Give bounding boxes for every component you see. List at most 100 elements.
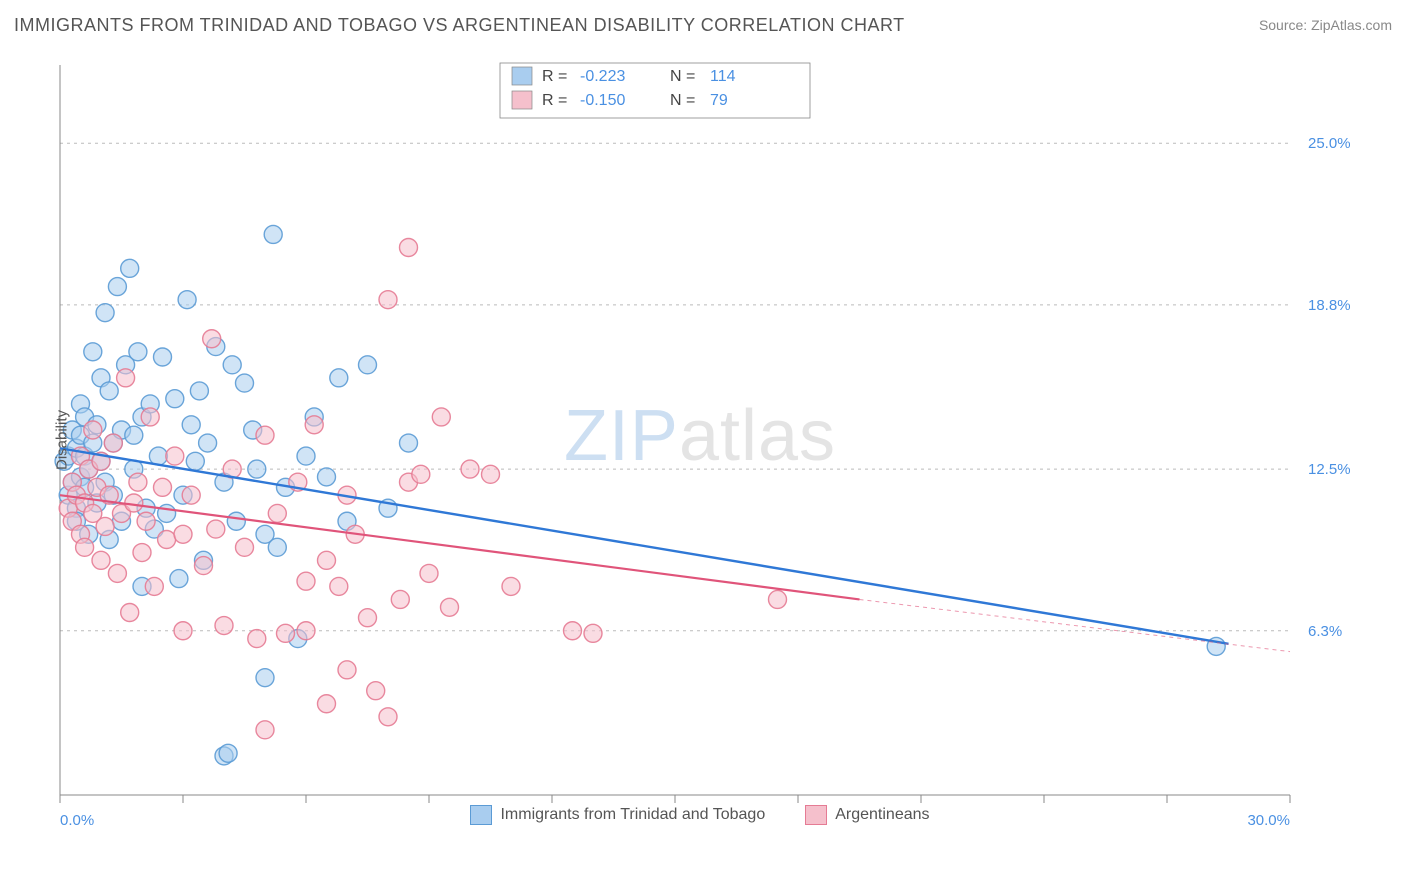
data-point	[432, 408, 450, 426]
data-point	[207, 520, 225, 538]
trend-line-dash	[860, 599, 1291, 651]
bottom-legend: Immigrants from Trinidad and Tobago Argen…	[50, 805, 1350, 825]
data-point	[84, 343, 102, 361]
legend-label: Argentineans	[835, 806, 929, 823]
y-tick-label: 12.5%	[1308, 461, 1350, 478]
data-point	[154, 478, 172, 496]
data-point	[268, 504, 286, 522]
legend-item: Immigrants from Trinidad and Tobago	[470, 805, 765, 825]
data-point	[412, 465, 430, 483]
data-point	[297, 622, 315, 640]
data-point	[199, 434, 217, 452]
data-point	[769, 590, 787, 608]
data-point	[154, 348, 172, 366]
legend-label: Immigrants from Trinidad and Tobago	[500, 806, 765, 823]
data-point	[330, 369, 348, 387]
legend-item: Argentineans	[805, 805, 929, 825]
legend-r-label: R =	[542, 92, 567, 109]
data-point	[121, 259, 139, 277]
legend-swatch	[805, 805, 827, 825]
data-point	[223, 356, 241, 374]
data-point	[248, 460, 266, 478]
data-point	[367, 682, 385, 700]
data-point	[186, 452, 204, 470]
data-point	[379, 291, 397, 309]
legend-r-value: -0.150	[580, 92, 625, 109]
data-point	[318, 695, 336, 713]
data-point	[318, 551, 336, 569]
data-point	[166, 447, 184, 465]
legend-swatch	[512, 67, 532, 85]
legend-n-value: 79	[710, 92, 728, 109]
data-point	[256, 721, 274, 739]
plot-container: Disability ZIPatlas 6.3%12.5%18.8%25.0%0…	[50, 55, 1350, 825]
data-point	[178, 291, 196, 309]
y-axis-label: Disability	[54, 410, 71, 470]
data-point	[100, 382, 118, 400]
legend-r-value: -0.223	[580, 68, 625, 85]
data-point	[121, 604, 139, 622]
legend-r-label: R =	[542, 68, 567, 85]
data-point	[117, 369, 135, 387]
data-point	[420, 564, 438, 582]
data-point	[256, 426, 274, 444]
data-point	[96, 304, 114, 322]
data-point	[174, 622, 192, 640]
data-point	[227, 512, 245, 530]
scatter-chart: 6.3%12.5%18.8%25.0%0.0%30.0%R =-0.223N =…	[50, 55, 1350, 825]
series	[55, 225, 1225, 764]
data-point	[400, 434, 418, 452]
legend-swatch	[512, 91, 532, 109]
data-point	[359, 609, 377, 627]
data-point	[133, 544, 151, 562]
data-point	[108, 564, 126, 582]
y-tick-label: 25.0%	[1308, 135, 1350, 152]
data-point	[195, 557, 213, 575]
chart-title: IMMIGRANTS FROM TRINIDAD AND TOBAGO VS A…	[14, 15, 905, 36]
data-point	[297, 572, 315, 590]
data-point	[149, 447, 167, 465]
data-point	[108, 278, 126, 296]
data-point	[76, 538, 94, 556]
legend-n-label: N =	[670, 68, 695, 85]
data-point	[92, 551, 110, 569]
source-label: Source: ZipAtlas.com	[1259, 17, 1392, 33]
data-point	[182, 416, 200, 434]
data-point	[256, 669, 274, 687]
data-point	[482, 465, 500, 483]
data-point	[141, 408, 159, 426]
data-point	[174, 525, 192, 543]
data-point	[277, 624, 295, 642]
data-point	[104, 434, 122, 452]
data-point	[391, 590, 409, 608]
data-point	[158, 504, 176, 522]
title-bar: IMMIGRANTS FROM TRINIDAD AND TOBAGO VS A…	[0, 0, 1406, 40]
data-point	[236, 538, 254, 556]
data-point	[182, 486, 200, 504]
data-point	[203, 330, 221, 348]
data-point	[166, 390, 184, 408]
data-point	[584, 624, 602, 642]
source-name: ZipAtlas.com	[1311, 17, 1392, 33]
data-point	[219, 744, 237, 762]
data-point	[297, 447, 315, 465]
data-point	[84, 421, 102, 439]
y-tick-label: 18.8%	[1308, 297, 1350, 314]
data-point	[129, 343, 147, 361]
data-point	[145, 577, 163, 595]
data-point	[400, 239, 418, 257]
data-point	[338, 661, 356, 679]
data-point	[330, 577, 348, 595]
data-point	[158, 531, 176, 549]
data-point	[125, 426, 143, 444]
data-point	[215, 617, 233, 635]
y-tick-label: 6.3%	[1308, 623, 1342, 640]
data-point	[379, 708, 397, 726]
data-point	[170, 570, 188, 588]
data-point	[441, 598, 459, 616]
legend-n-label: N =	[670, 92, 695, 109]
data-point	[264, 225, 282, 243]
data-point	[268, 538, 286, 556]
data-point	[129, 473, 147, 491]
data-point	[318, 468, 336, 486]
